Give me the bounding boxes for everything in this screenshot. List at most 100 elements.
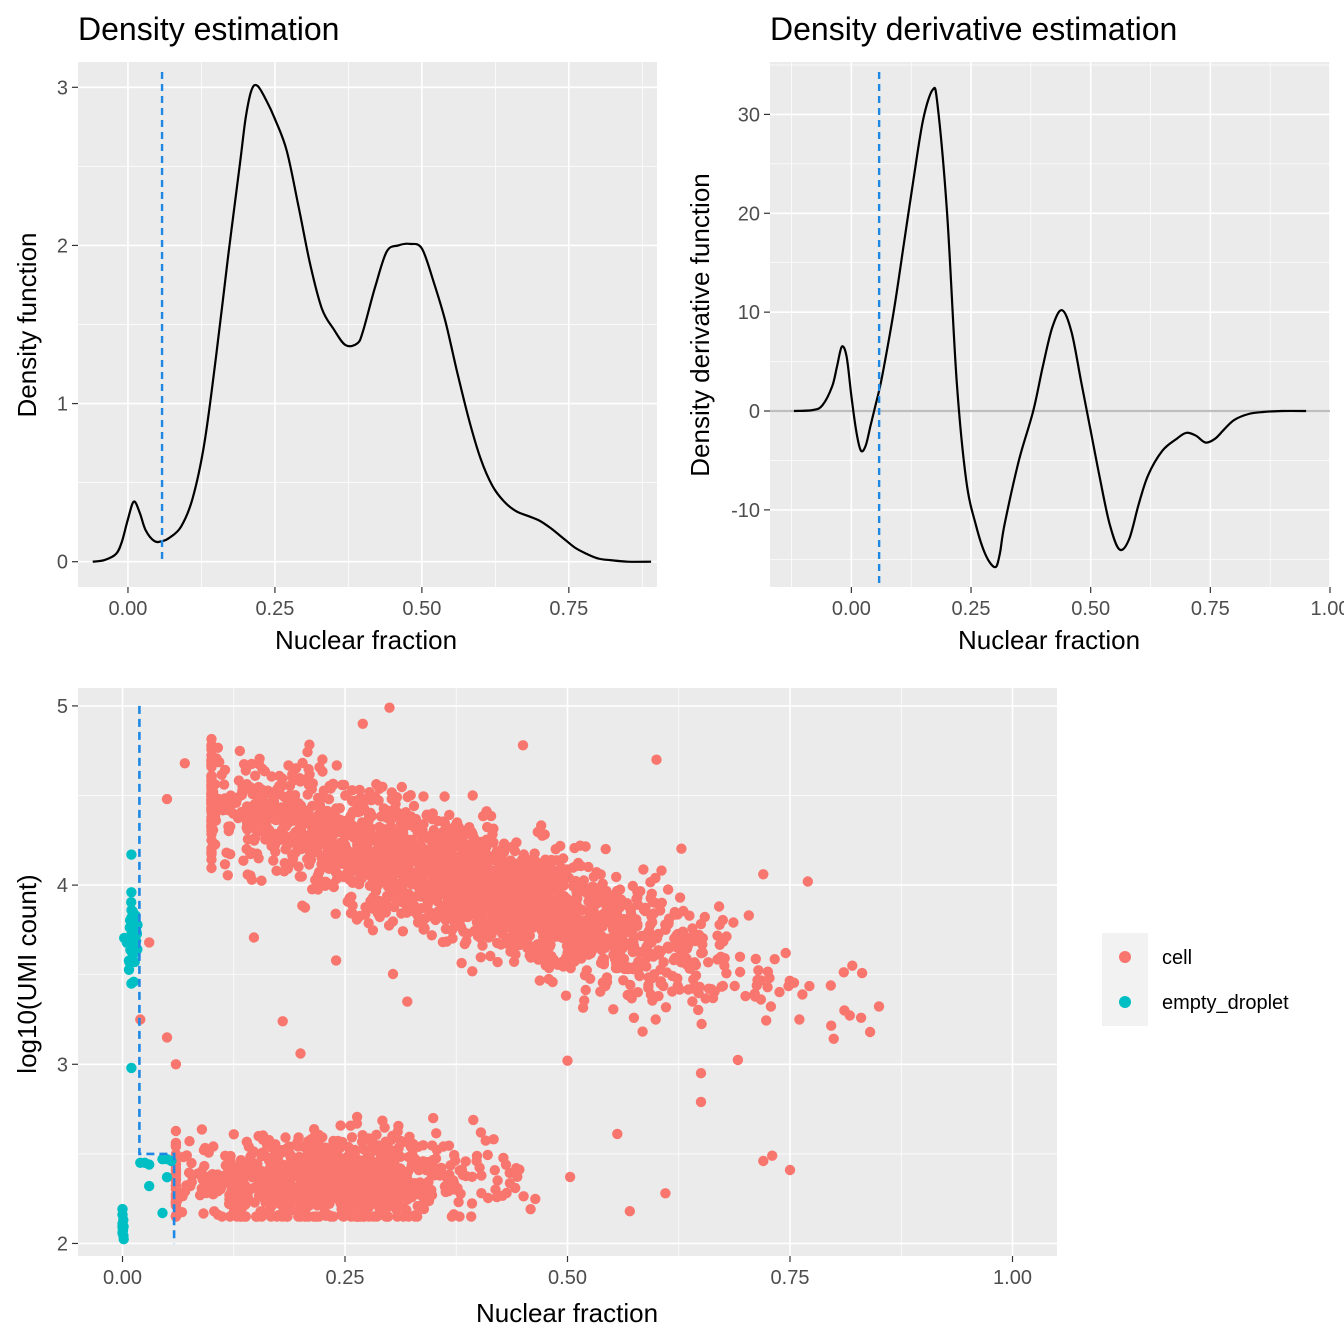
cell-point [328,1183,339,1194]
cell-point [304,739,315,750]
cell-point [555,840,566,852]
cell-point [502,863,513,875]
density-panel-y-tick-label: 2 [57,235,68,257]
cell-point [144,937,155,948]
cell-point [386,1134,397,1146]
cell-point [296,840,308,851]
cell-point [595,883,606,894]
cell-point [565,963,576,974]
cell-point [351,914,363,925]
density-panel-x-tick-label: 0.50 [402,598,441,620]
cell-point [293,861,304,872]
cell-point [216,769,227,780]
cell-point [196,1124,208,1135]
empty-droplet-point [126,935,137,947]
cell-point [693,987,704,999]
cell-point [209,1206,220,1217]
cell-point [450,820,461,832]
cell-point [402,996,413,1007]
cell-point [206,772,217,783]
cell-point [176,1207,188,1218]
cell-point [280,834,291,845]
derivative-panel-plot-background [770,62,1330,587]
cell-point [734,951,746,962]
cell-point [369,831,380,842]
cell-point [418,791,429,802]
cell-point [341,790,352,801]
cell-point [395,1201,406,1212]
cell-point [529,848,540,859]
cell-point [864,1026,876,1038]
cell-point [660,919,671,930]
cell-point [576,915,588,927]
cell-point [492,937,503,949]
cell-point [257,1185,268,1197]
derivative-panel-title: Density derivative estimation [770,11,1177,47]
cell-point [317,819,328,830]
cell-point [300,1211,312,1222]
derivative-curve [793,86,1307,569]
cell-point [293,824,304,835]
cell-point [466,1198,478,1209]
cell-point [404,890,415,901]
cell-point [560,990,572,1001]
cell-point [755,975,767,986]
cell-point [415,1161,426,1173]
cell-point [634,970,645,982]
cell-point [645,989,657,1000]
scatter-panel: Nuclear fraction log10(UMI count) 0.00 0.… [12,688,1057,1328]
cell-point [505,946,516,957]
cell-point [655,964,666,975]
cell-point [379,1122,390,1133]
cell-point [492,1175,503,1186]
cell-point [292,1136,303,1148]
cell-point [206,733,217,745]
cell-point [713,901,725,912]
cell-point [264,825,275,836]
cell-point [222,870,233,881]
cell-point [674,984,685,995]
cell-point [278,821,290,832]
cell-point [492,956,503,968]
cell-point [612,962,623,974]
derivative-panel-x-tick-label: 1.00 [1311,598,1344,620]
cell-point [695,1068,707,1079]
cell-point [303,830,314,841]
cell-point [734,966,746,978]
cell-point [556,932,567,943]
cell-point [374,821,385,833]
cell-point [514,939,525,951]
cell-point [569,842,580,854]
cell-point [283,760,294,771]
scatter-panel-y-tick-label: 4 [57,875,68,897]
cell-point [430,1153,442,1164]
cell-point [420,1183,432,1195]
cell-point [225,849,236,860]
cell-point [534,975,545,986]
cell-point [716,981,727,992]
cell-point [828,1033,839,1045]
cell-point [385,1166,396,1178]
cell-point [224,1194,235,1205]
cell-point [381,895,392,906]
cell-point [454,1211,465,1222]
cell-point [288,836,300,847]
derivative-panel-x-tick-label: 0.75 [1191,598,1230,620]
density-panel-y-tick-label: 0 [57,552,68,574]
cell-point [714,919,725,930]
cell-point [312,884,324,895]
cell-point [206,821,217,832]
cell-point [383,920,395,931]
cell-point [588,871,599,882]
cell-point [762,966,774,977]
cell-point [765,1001,777,1012]
cell-point [270,1139,281,1150]
cell-point [761,1015,772,1026]
cell-point [371,1129,382,1141]
cell-point [712,930,723,941]
cell-point [293,798,304,809]
cell-point [518,1191,529,1202]
cell-point [719,953,730,964]
cell-point [219,859,231,870]
derivative-panel-x-tick-label: 0.25 [952,598,991,620]
